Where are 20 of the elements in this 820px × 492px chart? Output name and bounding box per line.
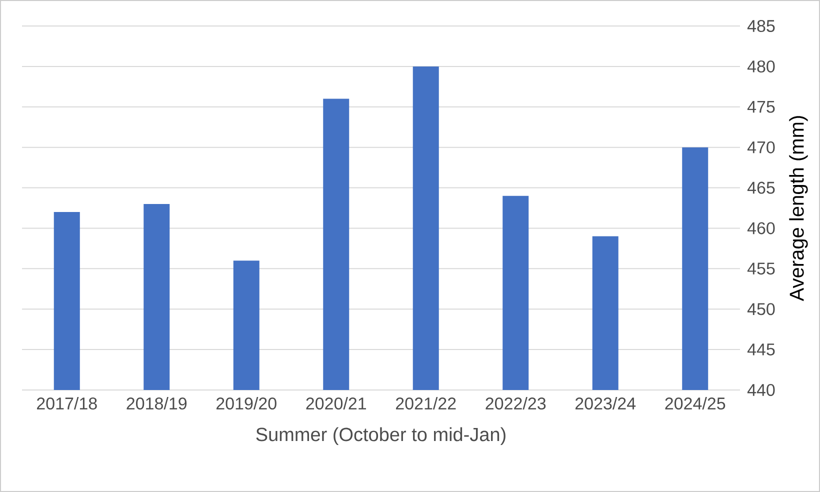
y-tick-label: 470 (747, 141, 775, 154)
y-axis-title: Average length (mm) (789, 116, 808, 302)
x-axis-title: Summer (October to mid-Jan) (256, 427, 506, 445)
x-tick-label: 2017/18 (37, 397, 97, 410)
y-tick-label: 485 (747, 20, 775, 32)
x-tick-label: 2020/21 (306, 397, 366, 410)
y-tick-label: 475 (747, 100, 775, 113)
x-tick-label: 2023/24 (575, 397, 636, 410)
x-tick-label: 2021/22 (396, 397, 456, 410)
x-tick-label: 2022/23 (486, 397, 546, 410)
y-tick-label: 465 (747, 182, 775, 194)
x-tick-label: 2019/20 (216, 397, 276, 410)
y-tick-label: 455 (747, 262, 775, 275)
y-tick-label: 440 (747, 384, 775, 396)
y-tick-label: 460 (747, 222, 775, 234)
y-tick-label: 445 (747, 344, 775, 356)
y-tick-label: 480 (747, 60, 775, 72)
x-tick-label: 2018/19 (126, 397, 187, 410)
y-tick-label: 450 (747, 303, 775, 316)
x-tick-label: 2024/25 (665, 397, 726, 410)
